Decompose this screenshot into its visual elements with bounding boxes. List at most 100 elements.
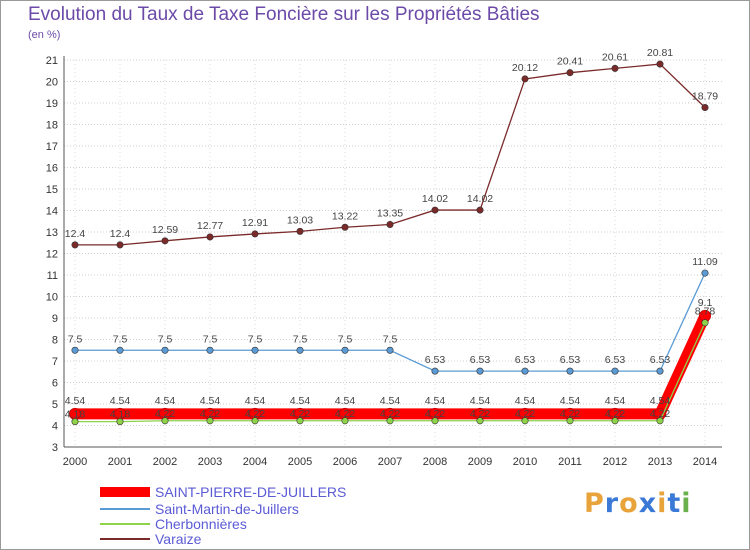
data-point — [611, 417, 619, 425]
data-label: 18.79 — [692, 91, 718, 103]
data-point — [566, 69, 574, 77]
gridlines — [64, 59, 722, 448]
data-point — [566, 367, 574, 375]
data-point — [341, 346, 349, 354]
x-tick-label: 2007 — [378, 456, 402, 468]
data-label: 4.54 — [380, 395, 401, 407]
data-point — [341, 223, 349, 231]
data-label: 14.02 — [467, 193, 493, 205]
data-label: 11.09 — [692, 256, 718, 268]
x-tick-label: 2012 — [603, 456, 627, 468]
data-label: 4.18 — [65, 409, 86, 421]
x-tick-label: 2010 — [513, 456, 537, 468]
data-label: 6.53 — [470, 354, 491, 366]
data-point — [431, 417, 439, 425]
data-label: 12.4 — [65, 228, 86, 240]
data-label: 6.53 — [605, 354, 626, 366]
data-point — [521, 75, 529, 83]
data-label: 4.54 — [515, 395, 536, 407]
data-point — [251, 230, 259, 238]
data-point — [476, 417, 484, 425]
data-point — [701, 269, 709, 277]
data-labels: 4.54 4.54 4.54 4.54 4.54 4.54 4.54 4.54 4.54 4.54… — [65, 47, 719, 421]
data-label: 14.02 — [422, 193, 448, 205]
proxiti-logo: Proxiti — [584, 488, 692, 519]
data-label: 12.91 — [242, 217, 268, 229]
y-tick-label: 11 — [47, 270, 58, 282]
x-tick-label: 2001 — [108, 456, 132, 468]
data-point — [701, 319, 709, 327]
data-label: 12.4 — [110, 228, 131, 240]
data-label: 20.61 — [602, 51, 628, 63]
data-point — [386, 417, 394, 425]
data-label: 4.54 — [110, 395, 131, 407]
data-point — [71, 418, 79, 426]
chart-title: Evolution du Taux de Taxe Foncière sur l… — [28, 4, 540, 25]
data-point — [386, 346, 394, 354]
y-tick-label: 4 — [52, 421, 58, 433]
y-tick-label: 10 — [46, 292, 58, 304]
data-point — [251, 346, 259, 354]
x-tick-label: 2002 — [153, 456, 177, 468]
data-point — [251, 417, 259, 425]
data-label: 20.41 — [557, 56, 583, 68]
data-point — [206, 346, 214, 354]
data-point — [476, 367, 484, 375]
data-label: 7.5 — [338, 333, 353, 345]
data-point — [386, 220, 394, 228]
data-point — [611, 64, 619, 72]
data-label: 4.22 — [470, 408, 491, 420]
data-label: 4.22 — [155, 408, 176, 420]
data-point — [296, 346, 304, 354]
data-label: 13.03 — [287, 214, 313, 226]
data-label: 7.5 — [293, 333, 308, 345]
data-label: 9.1 — [698, 297, 713, 309]
x-tick-label: 2008 — [423, 456, 447, 468]
y-tick-label: 15 — [46, 184, 58, 196]
data-label: 20.12 — [512, 62, 538, 74]
data-label: 4.22 — [605, 408, 626, 420]
data-point — [656, 60, 664, 68]
y-tick-label: 5 — [52, 399, 58, 411]
data-label: 4.54 — [560, 395, 581, 407]
data-label: 12.77 — [197, 220, 223, 232]
data-label: 4.54 — [425, 395, 446, 407]
data-label: 8.78 — [695, 306, 716, 318]
x-tick-label: 2011 — [558, 456, 582, 468]
data-label: 4.22 — [245, 408, 266, 420]
data-point — [116, 418, 124, 426]
data-label: 7.5 — [383, 333, 398, 345]
data-label: 13.22 — [332, 210, 358, 222]
data-label: 4.54 — [335, 395, 356, 407]
data-label: 12.59 — [152, 224, 178, 236]
x-tick-label: 2013 — [648, 456, 672, 468]
series-lines — [69, 60, 711, 426]
x-tick-label: 2014 — [693, 456, 717, 468]
y-tick-label: 14 — [46, 206, 58, 218]
x-tick-label: 2004 — [243, 456, 267, 468]
data-label: 4.54 — [245, 395, 266, 407]
data-point — [71, 241, 79, 249]
data-label: 4.54 — [290, 395, 311, 407]
data-label: 4.54 — [650, 395, 671, 407]
data-point — [341, 417, 349, 425]
data-label: 7.5 — [203, 333, 218, 345]
x-tick-label: 2003 — [198, 456, 222, 468]
data-point — [521, 367, 529, 375]
data-label: 6.53 — [650, 354, 671, 366]
data-point — [161, 417, 169, 425]
data-point — [71, 346, 79, 354]
data-label: 4.54 — [605, 395, 626, 407]
y-tick-label: 17 — [46, 141, 58, 153]
data-label: 6.53 — [515, 354, 536, 366]
x-tick-label: 2006 — [333, 456, 357, 468]
axes: 3 4 5 6 7 8 9 10 11 12 13 14 15 16 17 18 19 20 21 2000 2001 2… — [46, 55, 722, 468]
data-label: 6.53 — [560, 354, 581, 366]
data-point — [656, 417, 664, 425]
data-label: 4.22 — [425, 408, 446, 420]
y-tick-label: 13 — [46, 227, 58, 239]
data-label: 6.53 — [425, 354, 446, 366]
data-point — [161, 346, 169, 354]
x-tick-label: 2005 — [288, 456, 312, 468]
data-point — [296, 417, 304, 425]
